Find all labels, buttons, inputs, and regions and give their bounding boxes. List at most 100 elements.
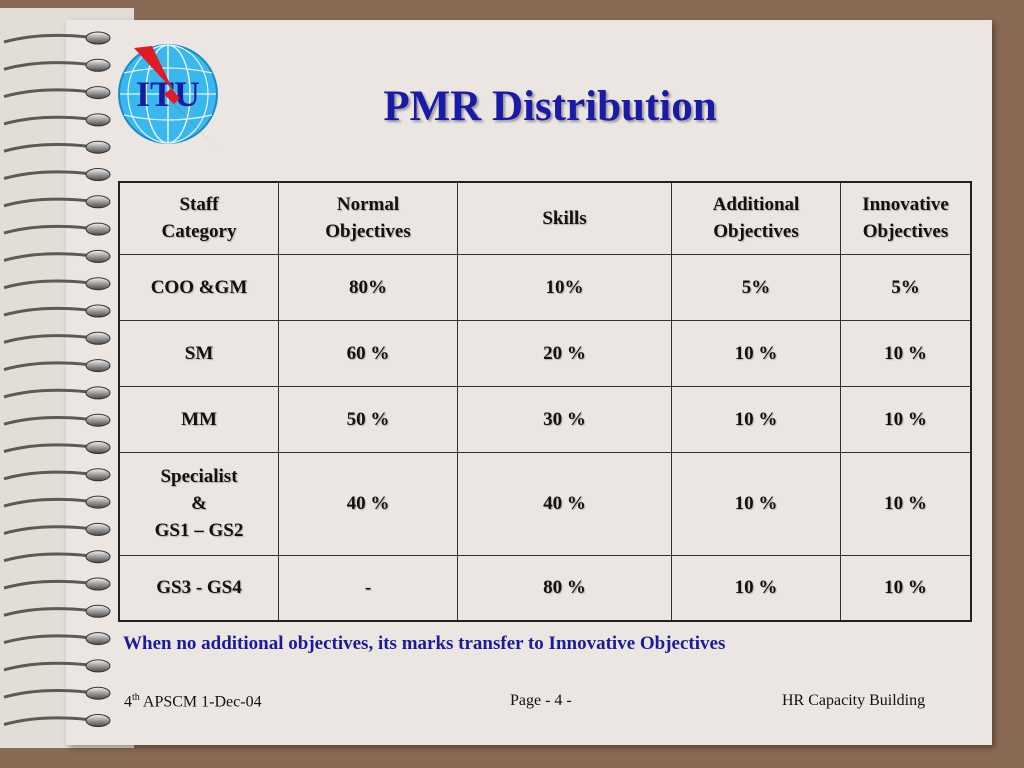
spiral-ring xyxy=(85,359,111,373)
header-label: Objectives xyxy=(862,221,949,243)
footer-event-superscript: th xyxy=(132,692,140,703)
slide-title: PMR Distribution xyxy=(383,83,717,130)
spiral-ring xyxy=(85,277,111,291)
spiral-ring xyxy=(85,714,111,727)
spiral-ring xyxy=(85,550,111,564)
spiral-wire xyxy=(3,661,89,672)
header-additional-objectives: Additional Objectives xyxy=(671,181,841,255)
spiral-ring xyxy=(85,249,111,263)
header-label: Category xyxy=(161,221,237,243)
spiral-wire xyxy=(3,33,89,44)
spiral-ring xyxy=(85,58,111,72)
spiral-wire xyxy=(3,252,89,262)
spiral-ring xyxy=(85,31,111,45)
cell-innovative: 10 % xyxy=(840,385,972,453)
header-label: Additional xyxy=(712,194,800,216)
itu-logo: ITU xyxy=(114,38,226,150)
footer-title: HR Capacity Building xyxy=(782,692,926,709)
table-row: COO &GM 80% 10% 5% 5% xyxy=(118,253,972,321)
header-label: Innovative xyxy=(862,194,949,216)
spiral-ring xyxy=(85,304,111,318)
cell-normal: 40 % xyxy=(278,451,458,556)
spiral-ring xyxy=(85,441,111,454)
spiral-wire xyxy=(3,607,89,617)
table-header-row: Staff Category Normal Objectives Skills Ad… xyxy=(118,181,972,255)
spiral-wire xyxy=(3,416,89,426)
cell-staff-category: SM xyxy=(118,319,279,387)
cell-innovative: 10 % xyxy=(840,451,972,556)
cell-additional: 10 % xyxy=(671,319,841,387)
table-row: GS3 - GS4-80 % 10 % 10 % xyxy=(118,554,972,622)
header-label: Normal xyxy=(336,194,400,216)
spiral-wire xyxy=(3,552,89,563)
spiral-wire xyxy=(3,497,89,508)
header-label: Skills xyxy=(542,207,587,229)
cell-staff-category: GS3 - GS4 xyxy=(118,554,279,622)
header-staff-category: Staff Category xyxy=(118,181,279,255)
spiral-ring xyxy=(85,522,111,536)
cell-skills: 40 % xyxy=(457,451,672,556)
cell-additional: 10 % xyxy=(671,554,841,622)
cell-normal: 60 % xyxy=(278,319,458,387)
spiral-wire xyxy=(3,115,89,126)
cell-innovative: 10 % xyxy=(840,554,972,622)
spiral-ring xyxy=(85,168,111,181)
footer-event: 4th APSCM 1-Dec-04 xyxy=(124,692,262,711)
table-row: SM 60 % 20 % 10 % 10 % xyxy=(118,319,972,387)
spiral-wire xyxy=(3,143,89,153)
spiral-wire xyxy=(3,334,89,344)
spiral-wire xyxy=(3,470,89,481)
category-label: GS3 - GS4 xyxy=(156,577,242,599)
spiral-wire xyxy=(3,197,89,208)
footer-event-text: APSCM 1-Dec-04 xyxy=(139,693,262,711)
spiral-ring xyxy=(85,140,111,154)
cell-normal: 50 % xyxy=(278,385,458,453)
header-label: Objectives xyxy=(713,221,799,243)
cell-normal: 80% xyxy=(278,253,458,321)
category-label: GS1 – GS2 xyxy=(154,520,244,541)
footnote-text: When no additional objectives, its marks… xyxy=(123,633,726,654)
spiral-ring xyxy=(85,577,111,591)
spiral-wire xyxy=(3,61,89,71)
spiral-ring xyxy=(85,113,111,127)
spiral-wire xyxy=(3,279,89,290)
cell-additional: 10 % xyxy=(671,385,841,453)
spiral-ring xyxy=(85,468,111,482)
spiral-wire xyxy=(3,88,89,99)
cell-staff-category: COO &GM xyxy=(118,253,279,321)
cell-innovative: 10 % xyxy=(840,319,972,387)
spiral-ring xyxy=(85,331,111,345)
cell-skills: 20 % xyxy=(457,319,672,387)
category-label: & xyxy=(191,493,207,514)
category-label: COO &GM xyxy=(150,276,248,298)
header-normal-objectives: Normal Objectives xyxy=(278,181,458,255)
spiral-rings-icon xyxy=(3,31,111,727)
cell-innovative: 5% xyxy=(840,253,972,321)
spiral-wire xyxy=(3,716,89,726)
header-skills: Skills xyxy=(457,181,672,255)
pmr-distribution-table: Staff Category Normal Objectives Skills Ad… xyxy=(118,181,972,622)
spiral-ring xyxy=(85,659,111,673)
spiral-ring xyxy=(85,413,111,427)
spiral-ring xyxy=(85,386,111,400)
spiral-ring xyxy=(85,495,111,509)
cell-skills: 10% xyxy=(457,253,672,321)
cell-additional: 5% xyxy=(671,253,841,321)
spiral-ring xyxy=(85,604,111,618)
header-label: Staff xyxy=(179,194,219,216)
cell-skills: 80 % xyxy=(457,554,672,622)
spiral-wire xyxy=(3,689,89,699)
table-row: MM 50 % 30 % 10 % 10 % xyxy=(118,385,972,453)
spiral-wire xyxy=(3,224,89,235)
spiral-ring xyxy=(85,632,111,646)
spiral-wire xyxy=(3,361,89,372)
header-innovative-objectives: Innovative Objectives xyxy=(840,181,972,255)
footer-event-ordinal: 4 xyxy=(124,693,132,711)
spiral-ring xyxy=(85,222,111,236)
spiral-wire xyxy=(3,579,89,590)
category-label: SM xyxy=(184,342,214,364)
spiral-ring xyxy=(85,686,111,700)
header-label: Objectives xyxy=(325,221,411,243)
spiral-wire xyxy=(3,443,89,453)
category-label: MM xyxy=(181,408,217,430)
